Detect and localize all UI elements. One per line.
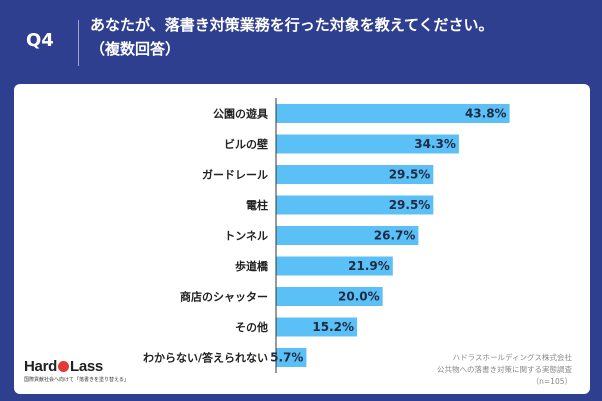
question-label: Q4 bbox=[26, 30, 54, 51]
logo-text-right: Lass bbox=[69, 358, 103, 375]
bar-4 bbox=[276, 226, 419, 245]
logo-dot-icon bbox=[57, 361, 69, 372]
category-label-5: 歩道橋 bbox=[235, 259, 269, 273]
bar-5 bbox=[276, 256, 393, 276]
chart-card: 公園の遊具 43.8% ビルの壁 34.3% ガードレール 29.5% 電柱 29.5% トンネ… bbox=[14, 84, 590, 394]
bar-0 bbox=[276, 104, 510, 123]
value-label-6: 20.0% bbox=[338, 290, 380, 304]
bar-7 bbox=[276, 317, 358, 337]
logo-text-left: Hard bbox=[24, 358, 57, 375]
category-label-2: ガードレール bbox=[202, 168, 268, 182]
category-label-0: 公園の遊具 bbox=[213, 107, 268, 121]
bar-6 bbox=[276, 287, 383, 306]
value-label-1: 34.3% bbox=[414, 137, 456, 151]
source-survey: 公共物への落書き対策に関する実態調査 bbox=[437, 365, 572, 374]
bar-1 bbox=[276, 134, 459, 154]
category-label-7: その他 bbox=[235, 320, 268, 334]
header-divider bbox=[78, 20, 79, 66]
bar-3 bbox=[276, 195, 434, 215]
category-label-1: ビルの壁 bbox=[224, 137, 268, 151]
question-title-line2: （複数回答） bbox=[90, 40, 181, 58]
question-title: あなたが、落書き対策業務を行った対象を教えてください。 （複数回答） bbox=[90, 13, 590, 61]
header: Q4 あなたが、落書き対策業務を行った対象を教えてください。 （複数回答） bbox=[0, 0, 602, 84]
bar-chart: 公園の遊具 43.8% ビルの壁 34.3% ガードレール 29.5% 電柱 29.5% トンネ… bbox=[143, 98, 510, 373]
category-label-6: 商店のシャッター bbox=[180, 290, 268, 304]
source-sample-size: （n=105） bbox=[531, 377, 572, 386]
source-note: ハドラスホールディングス株式会社 公共物への落書き対策に関する実態調査 （n=1… bbox=[437, 352, 572, 388]
question-title-line1: あなたが、落書き対策業務を行った対象を教えてください。 bbox=[90, 16, 494, 34]
category-label-8: わからない/答えられない bbox=[143, 351, 268, 365]
value-label-4: 26.7% bbox=[374, 229, 416, 243]
bar-2 bbox=[276, 165, 434, 184]
value-label-2: 29.5% bbox=[389, 168, 431, 182]
bar-8 bbox=[276, 348, 307, 367]
logo-tagline: 国際貢献社会へ向けて「落書きを塗り替える」 bbox=[24, 377, 129, 383]
source-company: ハドラスホールディングス株式会社 bbox=[452, 353, 572, 362]
value-label-3: 29.5% bbox=[389, 198, 431, 212]
logo-wordmark: Hard Lass bbox=[24, 358, 129, 375]
category-label-4: トンネル bbox=[224, 230, 268, 243]
value-label-8: 5.7% bbox=[270, 351, 303, 365]
category-label-3: 電柱 bbox=[246, 198, 268, 212]
hardlass-logo: Hard Lass 国際貢献社会へ向けて「落書きを塗り替える」 bbox=[24, 358, 129, 383]
value-label-5: 21.9% bbox=[348, 259, 390, 273]
value-label-7: 15.2% bbox=[312, 320, 354, 334]
value-label-0: 43.8% bbox=[465, 107, 507, 121]
